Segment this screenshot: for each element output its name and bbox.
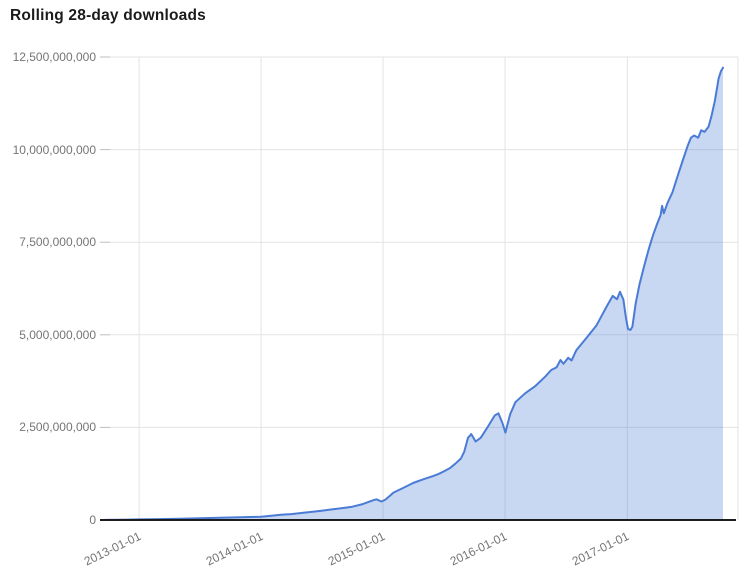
- y-axis-tick-label: 10,000,000,000: [12, 142, 96, 157]
- downloads-trend-line: [104, 66, 724, 521]
- chart-title: Rolling 28-day downloads: [10, 7, 206, 24]
- y-axis-tick-label: 0: [89, 513, 96, 527]
- y-axis-tick-label: 5,000,000,000: [19, 327, 96, 342]
- y-axis-tick-label: 12,500,000,000: [12, 50, 96, 64]
- area-fill: [105, 67, 723, 520]
- y-axis-tick-label: 7,500,000,000: [19, 235, 96, 250]
- y-axis-tick-label: 2,500,000,000: [19, 420, 96, 435]
